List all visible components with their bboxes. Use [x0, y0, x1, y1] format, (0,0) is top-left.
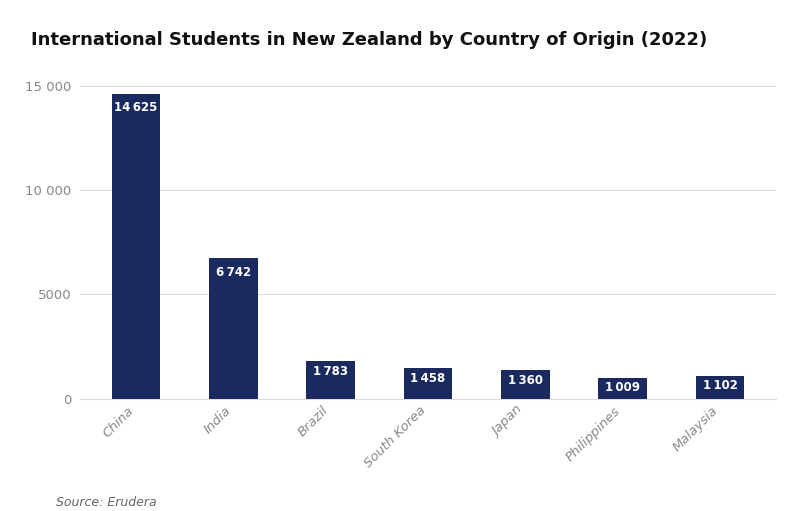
Bar	[306, 361, 355, 399]
Text: 1 360: 1 360	[508, 374, 543, 387]
Bar	[501, 370, 550, 399]
Text: 1 009: 1 009	[605, 381, 640, 394]
Bar	[112, 94, 160, 399]
Bar	[404, 368, 452, 399]
Text: 14 625: 14 625	[114, 101, 158, 114]
Text: 6 742: 6 742	[216, 266, 251, 278]
Text: 1 458: 1 458	[410, 372, 446, 385]
Text: 1 102: 1 102	[702, 379, 738, 392]
Text: International Students in New Zealand by Country of Origin (2022): International Students in New Zealand by…	[31, 31, 707, 49]
Text: 1 783: 1 783	[313, 365, 348, 378]
Text: Source: Erudera: Source: Erudera	[56, 496, 157, 509]
Bar	[696, 376, 744, 399]
Bar	[598, 378, 647, 399]
Bar	[209, 258, 258, 399]
